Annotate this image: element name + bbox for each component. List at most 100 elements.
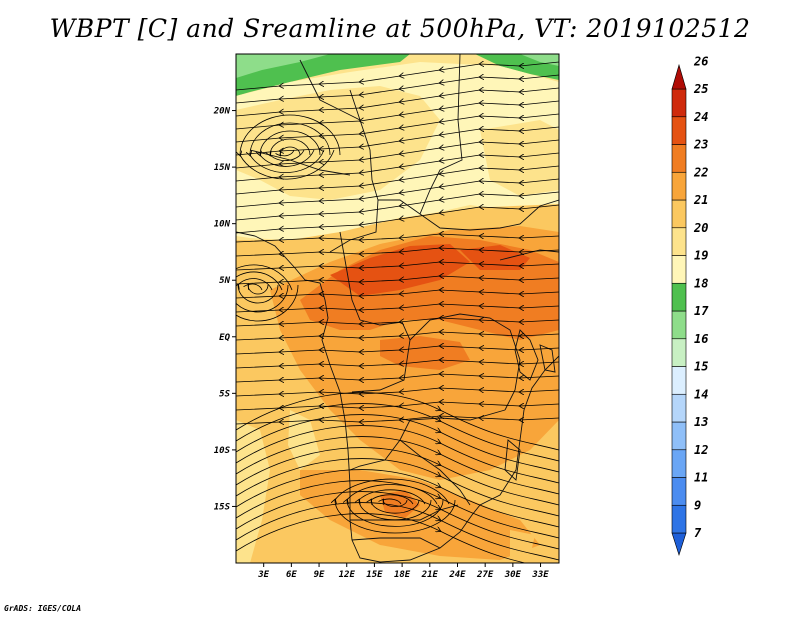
streamline [236, 290, 559, 298]
colorbar-label: 15 [694, 360, 708, 374]
streamline [236, 414, 559, 473]
y-axis: 20N 15N 10N 5N EQ 5S 10S 15S [213, 107, 236, 512]
colorbar-swatch [671, 88, 687, 118]
colorbar-label: 17 [694, 304, 709, 318]
streamline [236, 374, 559, 382]
y-tick-label: 5S [219, 389, 230, 399]
y-tick-label: EQ [219, 333, 230, 343]
x-tick-label: 21E [421, 570, 439, 580]
streamline [236, 425, 559, 484]
y-tick-label: 10N [214, 220, 231, 230]
x-tick-label: 30E [504, 570, 522, 580]
streamline [236, 234, 559, 242]
streamline [347, 484, 444, 527]
streamline [236, 264, 299, 322]
streamline [236, 403, 559, 462]
colorbar-label: 18 [694, 276, 708, 290]
streamline [236, 276, 559, 284]
streamline [236, 458, 559, 517]
streamline [260, 130, 321, 167]
colorbar-swatch [671, 255, 687, 284]
x-tick-label: 9E [314, 570, 325, 580]
colorbar: 7 9 11 12 13 14 15 16 17 18 19 20 21 22 23 24 25 26 [671, 54, 709, 556]
x-tick-label: 18E [394, 570, 411, 580]
colorbar-swatch [671, 227, 687, 256]
colorbar-label: 26 [693, 54, 708, 68]
streamline [236, 271, 289, 313]
x-tick-label: 12E [339, 570, 356, 580]
colorbar-label: 24 [693, 110, 708, 124]
streamline [240, 114, 341, 180]
map-title: WBPT [C] and Sreamline at 500hPa, VT: 20… [49, 14, 751, 43]
colorbar-swatch [671, 144, 687, 173]
x-tick-label: 15E [366, 570, 383, 580]
x-tick-label: 3E [257, 570, 269, 580]
streamline [383, 499, 408, 507]
colorbar-label: 23 [693, 138, 708, 152]
streamline [236, 502, 559, 561]
software-credit: GrADS: IGES/COLA [4, 604, 82, 613]
colorbar-label: 19 [694, 249, 708, 263]
colorbar-swatch [671, 449, 687, 478]
streamline [236, 332, 559, 340]
x-tick-label: 24E [448, 570, 466, 580]
streamline [236, 248, 559, 256]
colorbar-label: 20 [693, 221, 708, 235]
streamline [236, 262, 559, 270]
y-tick-label: 10S [214, 446, 231, 456]
streamline [371, 494, 420, 514]
colorbar-swatch [671, 116, 687, 145]
colorbar-label: 16 [694, 332, 708, 346]
colorbar-label: 25 [693, 82, 708, 96]
colorbar-swatch [671, 338, 687, 367]
streamline [236, 360, 559, 368]
colorbar-swatch [671, 366, 687, 395]
plot-frame [235, 53, 560, 564]
colorbar-swatch [671, 504, 687, 534]
streamline [335, 478, 456, 534]
colorbar-label: 11 [694, 471, 708, 485]
streamline [236, 392, 559, 451]
streamline [236, 416, 559, 424]
colorbar-swatch [671, 282, 687, 312]
colorbar-swatch [671, 171, 687, 201]
colorbar-label: 7 [694, 526, 702, 540]
streamline [280, 146, 301, 156]
streamline [248, 284, 269, 295]
colorbar-swatch [671, 532, 687, 556]
streamline [236, 469, 559, 528]
streamlines [236, 62, 559, 563]
x-axis: 3E 6E 9E 12E 15E 18E 21E 24E 27E 30E 33E [257, 563, 549, 580]
streamline [359, 489, 432, 521]
streamline [236, 447, 559, 506]
x-tick-label: 33E [531, 570, 549, 580]
streamline [270, 138, 311, 161]
y-tick-label: 15N [214, 163, 231, 173]
colorbar-label: 9 [694, 498, 701, 512]
colorbar-swatch [671, 421, 687, 451]
colorbar-swatch [671, 310, 687, 340]
streamline [236, 388, 559, 396]
colorbar-label: 14 [694, 387, 708, 401]
y-tick-label: 20N [213, 107, 231, 117]
colorbar-label: 13 [694, 415, 708, 429]
streamline [236, 402, 559, 410]
colorbar-swatch [671, 63, 687, 90]
colorbar-label: 21 [693, 193, 708, 207]
streamline [236, 205, 559, 234]
streamline [236, 480, 559, 539]
streamline [236, 436, 559, 495]
colorbar-swatch [671, 477, 687, 506]
streamline [236, 346, 559, 354]
colorbar-swatch [671, 199, 687, 229]
colorbar-label: 22 [693, 165, 708, 179]
streamline [238, 278, 279, 304]
x-tick-label: 6E [286, 570, 297, 580]
streamline [236, 491, 559, 550]
colorbar-swatch [671, 393, 687, 423]
x-tick-label: 27E [476, 570, 494, 580]
streamline [236, 304, 559, 312]
y-tick-label: 15S [214, 502, 231, 512]
colorbar-label: 12 [694, 443, 708, 457]
